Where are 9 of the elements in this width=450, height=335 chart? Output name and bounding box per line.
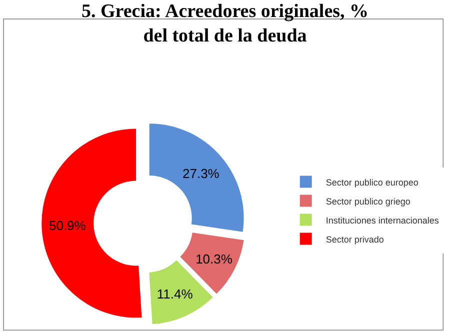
chart-title: 5. Grecia: Acreedores originales, % del total de la deuda bbox=[81, 0, 369, 46]
legend-label: Sector publico griego bbox=[326, 196, 410, 206]
legend-label: Instituciones internacionales bbox=[326, 215, 440, 226]
legend-label: Sector privado bbox=[326, 234, 384, 244]
legend-label: Sector publico europeo bbox=[326, 177, 418, 188]
data-label: 11.4% bbox=[156, 286, 194, 302]
data-label: 10.3% bbox=[196, 251, 233, 266]
data-label: 50.9% bbox=[48, 218, 86, 233]
data-label: 27.3% bbox=[182, 166, 220, 181]
